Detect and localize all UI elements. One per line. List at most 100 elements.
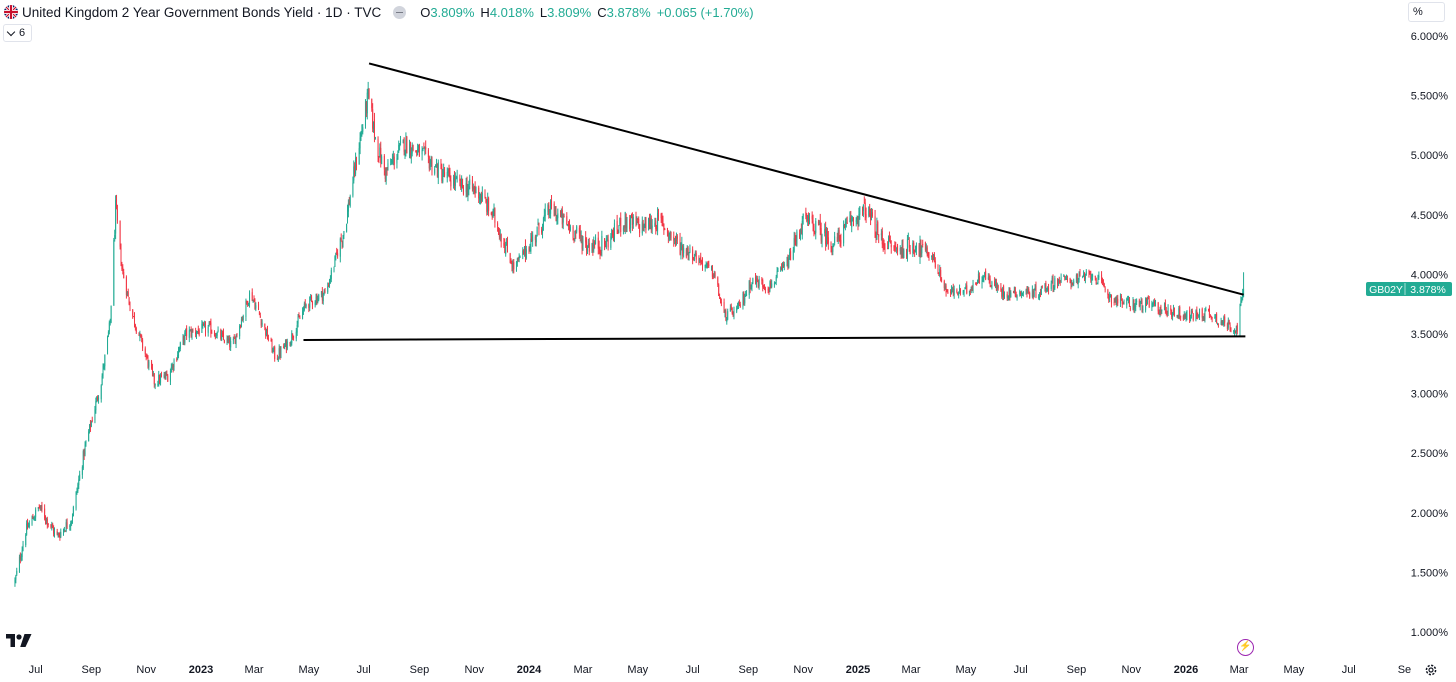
indicator-count: 6 xyxy=(19,27,26,39)
horizontal-support-line[interactable] xyxy=(303,335,1246,341)
candle xyxy=(1134,303,1136,314)
candle xyxy=(806,213,808,223)
candle xyxy=(204,320,206,328)
candle xyxy=(723,298,725,313)
percent-scale-button[interactable]: % xyxy=(1408,2,1445,22)
candle xyxy=(838,227,840,242)
candle xyxy=(739,301,741,308)
lightning-bolt-icon[interactable]: ⚡ xyxy=(1237,639,1254,656)
candle xyxy=(329,278,331,288)
candle xyxy=(1128,297,1130,307)
candle xyxy=(1165,306,1167,316)
candle xyxy=(1198,314,1200,318)
candle xyxy=(292,333,294,340)
candle xyxy=(529,243,531,252)
candle xyxy=(859,206,861,220)
candle xyxy=(952,283,954,297)
candle xyxy=(1221,320,1223,326)
candle xyxy=(882,238,884,252)
x-axis[interactable]: Jul Sep Nov 2023 Mar May Jul Sep Nov 2024 Mar May Ju… xyxy=(29,664,1412,676)
candle xyxy=(918,242,920,257)
candle xyxy=(641,216,643,236)
candle xyxy=(845,217,847,228)
candle xyxy=(223,339,225,344)
candle xyxy=(607,234,609,251)
candle xyxy=(1016,294,1018,301)
candle xyxy=(179,341,181,352)
candle xyxy=(126,291,128,297)
candle xyxy=(56,528,58,536)
candle xyxy=(343,230,345,240)
x-tick-label: Jul xyxy=(357,664,371,676)
candle xyxy=(622,225,624,235)
candle xyxy=(1109,291,1111,303)
candle xyxy=(732,311,734,317)
candle xyxy=(1014,286,1016,298)
candle xyxy=(975,282,977,286)
candle xyxy=(347,199,349,218)
candle xyxy=(384,167,386,183)
indicators-toggle-button[interactable]: 6 xyxy=(3,24,33,42)
candle xyxy=(41,501,43,513)
candle xyxy=(530,232,532,255)
candle xyxy=(560,210,562,218)
gear-icon[interactable] xyxy=(1424,663,1438,677)
candle xyxy=(817,219,819,226)
candle xyxy=(329,275,331,284)
candle xyxy=(359,132,361,155)
candle xyxy=(404,149,406,160)
candle xyxy=(447,168,449,177)
x-tick-label: Jul xyxy=(1342,664,1356,676)
candle xyxy=(743,291,745,306)
candle xyxy=(858,207,860,227)
candle xyxy=(525,245,527,260)
candle xyxy=(79,470,81,482)
candle xyxy=(480,191,482,204)
candle xyxy=(1008,287,1010,301)
candle xyxy=(880,229,882,241)
candle xyxy=(78,475,80,490)
candle xyxy=(966,281,968,295)
y-axis[interactable]: 6.000% 5.500% 5.000% 4.500% 4.000% 3.500% 3.00… xyxy=(1411,31,1449,639)
y-tick-label: 1.000% xyxy=(1411,627,1449,639)
candle xyxy=(1164,299,1166,314)
tradingview-logo-icon[interactable] xyxy=(6,634,32,653)
candle xyxy=(1088,269,1090,278)
candle xyxy=(662,215,664,227)
candle xyxy=(39,505,41,511)
candle xyxy=(927,251,929,258)
candle xyxy=(422,147,424,152)
candle xyxy=(311,294,313,303)
candle xyxy=(1022,291,1024,297)
candle xyxy=(302,307,304,320)
candle xyxy=(1185,311,1187,322)
candle xyxy=(378,155,380,164)
candle xyxy=(15,574,17,584)
x-tick-label: Sep xyxy=(1067,664,1087,676)
candle xyxy=(675,232,677,246)
candle xyxy=(1057,278,1059,289)
candle xyxy=(352,176,354,198)
candle xyxy=(241,316,243,322)
candle xyxy=(556,214,558,225)
candle xyxy=(1007,295,1009,301)
candle xyxy=(987,273,989,281)
descending-trendline[interactable] xyxy=(368,62,1244,296)
candle xyxy=(1229,322,1231,332)
symbol-title[interactable]: United Kingdom 2 Year Government Bonds Y… xyxy=(22,4,382,20)
candle xyxy=(945,283,947,297)
candle xyxy=(919,235,921,264)
candle xyxy=(498,227,500,240)
candle xyxy=(196,330,198,339)
candle xyxy=(578,225,580,239)
candle xyxy=(19,552,21,564)
candle xyxy=(660,212,662,223)
candle xyxy=(830,241,832,253)
x-tick-label: Nov xyxy=(136,664,156,676)
candle xyxy=(20,553,22,562)
hide-symbol-button[interactable] xyxy=(393,5,407,19)
candle xyxy=(497,227,499,235)
candle xyxy=(518,253,520,263)
candle xyxy=(391,153,393,165)
